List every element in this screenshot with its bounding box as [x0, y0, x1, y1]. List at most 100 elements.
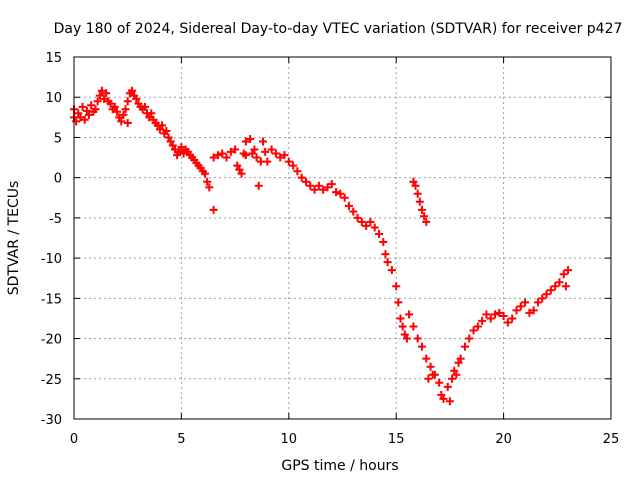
data-point — [409, 322, 418, 331]
data-point — [76, 113, 85, 122]
data-point — [209, 153, 218, 162]
data-point — [297, 173, 306, 182]
data-point — [443, 382, 452, 391]
data-point — [450, 366, 459, 375]
chart-title: Day 180 of 2024, Sidereal Day-to-day VTE… — [54, 21, 623, 37]
data-point — [119, 110, 128, 119]
data-point — [538, 294, 547, 303]
data-point — [424, 374, 433, 383]
data-point — [327, 180, 336, 189]
data-point — [112, 107, 121, 116]
data-point — [349, 207, 358, 216]
data-point — [398, 322, 407, 331]
x-tick-label: 20 — [495, 432, 512, 447]
data-point — [508, 314, 517, 323]
data-point — [246, 135, 255, 144]
data-point — [445, 397, 454, 406]
data-point — [394, 298, 403, 307]
data-point — [241, 151, 250, 160]
data-point — [106, 99, 115, 108]
data-point — [209, 205, 218, 214]
plot-frame — [73, 56, 612, 420]
data-point — [121, 105, 130, 114]
data-point — [439, 394, 448, 403]
y-tick-label: -20 — [41, 333, 62, 348]
data-point — [336, 189, 345, 198]
data-point — [170, 145, 179, 154]
data-point — [529, 306, 538, 315]
y-tick-label: -25 — [41, 373, 62, 388]
data-point — [115, 113, 124, 122]
data-point — [516, 302, 525, 311]
data-point — [448, 374, 457, 383]
data-point — [564, 266, 573, 275]
data-point — [218, 149, 227, 158]
data-point — [411, 181, 420, 190]
data-point — [248, 149, 257, 158]
data-point — [413, 334, 422, 343]
y-tick-label: 10 — [45, 91, 62, 106]
data-point — [561, 282, 570, 291]
data-point — [542, 290, 551, 299]
data-point — [155, 125, 164, 134]
data-point — [555, 278, 564, 287]
data-point — [175, 147, 184, 156]
data-point — [413, 189, 422, 198]
data-point — [168, 141, 177, 150]
data-point — [280, 151, 289, 160]
data-point — [74, 109, 83, 118]
data-point — [381, 250, 390, 259]
data-point — [145, 113, 154, 122]
y-tick-label: -10 — [41, 252, 62, 267]
data-point — [383, 258, 392, 267]
data-point — [261, 147, 270, 156]
y-tick-label: 5 — [54, 131, 62, 146]
data-point — [85, 110, 94, 119]
data-point — [147, 109, 156, 118]
data-point — [205, 183, 214, 192]
data-point — [95, 91, 104, 100]
y-tick-label: -15 — [41, 292, 62, 307]
data-point — [486, 314, 495, 323]
data-point — [271, 149, 280, 158]
data-point — [420, 212, 429, 221]
data-point — [158, 121, 167, 130]
data-point — [235, 165, 244, 174]
data-point — [164, 133, 173, 142]
data-point — [469, 326, 478, 335]
data-point — [465, 334, 474, 343]
data-point — [323, 183, 332, 192]
data-point — [405, 310, 414, 319]
data-point — [344, 201, 353, 210]
data-point — [340, 193, 349, 202]
data-point — [402, 334, 411, 343]
data-point — [252, 153, 261, 162]
data-point — [454, 358, 463, 367]
data-point — [551, 282, 560, 291]
data-point — [100, 94, 109, 103]
data-point — [503, 318, 512, 327]
data-point — [123, 118, 132, 127]
data-point — [80, 115, 89, 124]
data-point — [437, 390, 446, 399]
data-point — [482, 310, 491, 319]
data-point — [495, 308, 504, 317]
data-point — [362, 221, 371, 230]
data-point — [241, 137, 250, 146]
data-point — [396, 314, 405, 323]
data-point — [428, 370, 437, 379]
data-point — [162, 127, 171, 136]
data-point — [415, 197, 424, 206]
data-point — [310, 185, 319, 194]
data-point — [78, 102, 87, 111]
data-point — [97, 86, 106, 95]
data-point — [357, 217, 366, 226]
data-point — [409, 177, 418, 186]
data-point — [366, 217, 375, 226]
x-tick-label: 10 — [281, 432, 298, 447]
data-point — [91, 105, 100, 114]
data-point — [201, 169, 210, 178]
data-point — [254, 181, 263, 190]
data-point — [226, 147, 235, 156]
